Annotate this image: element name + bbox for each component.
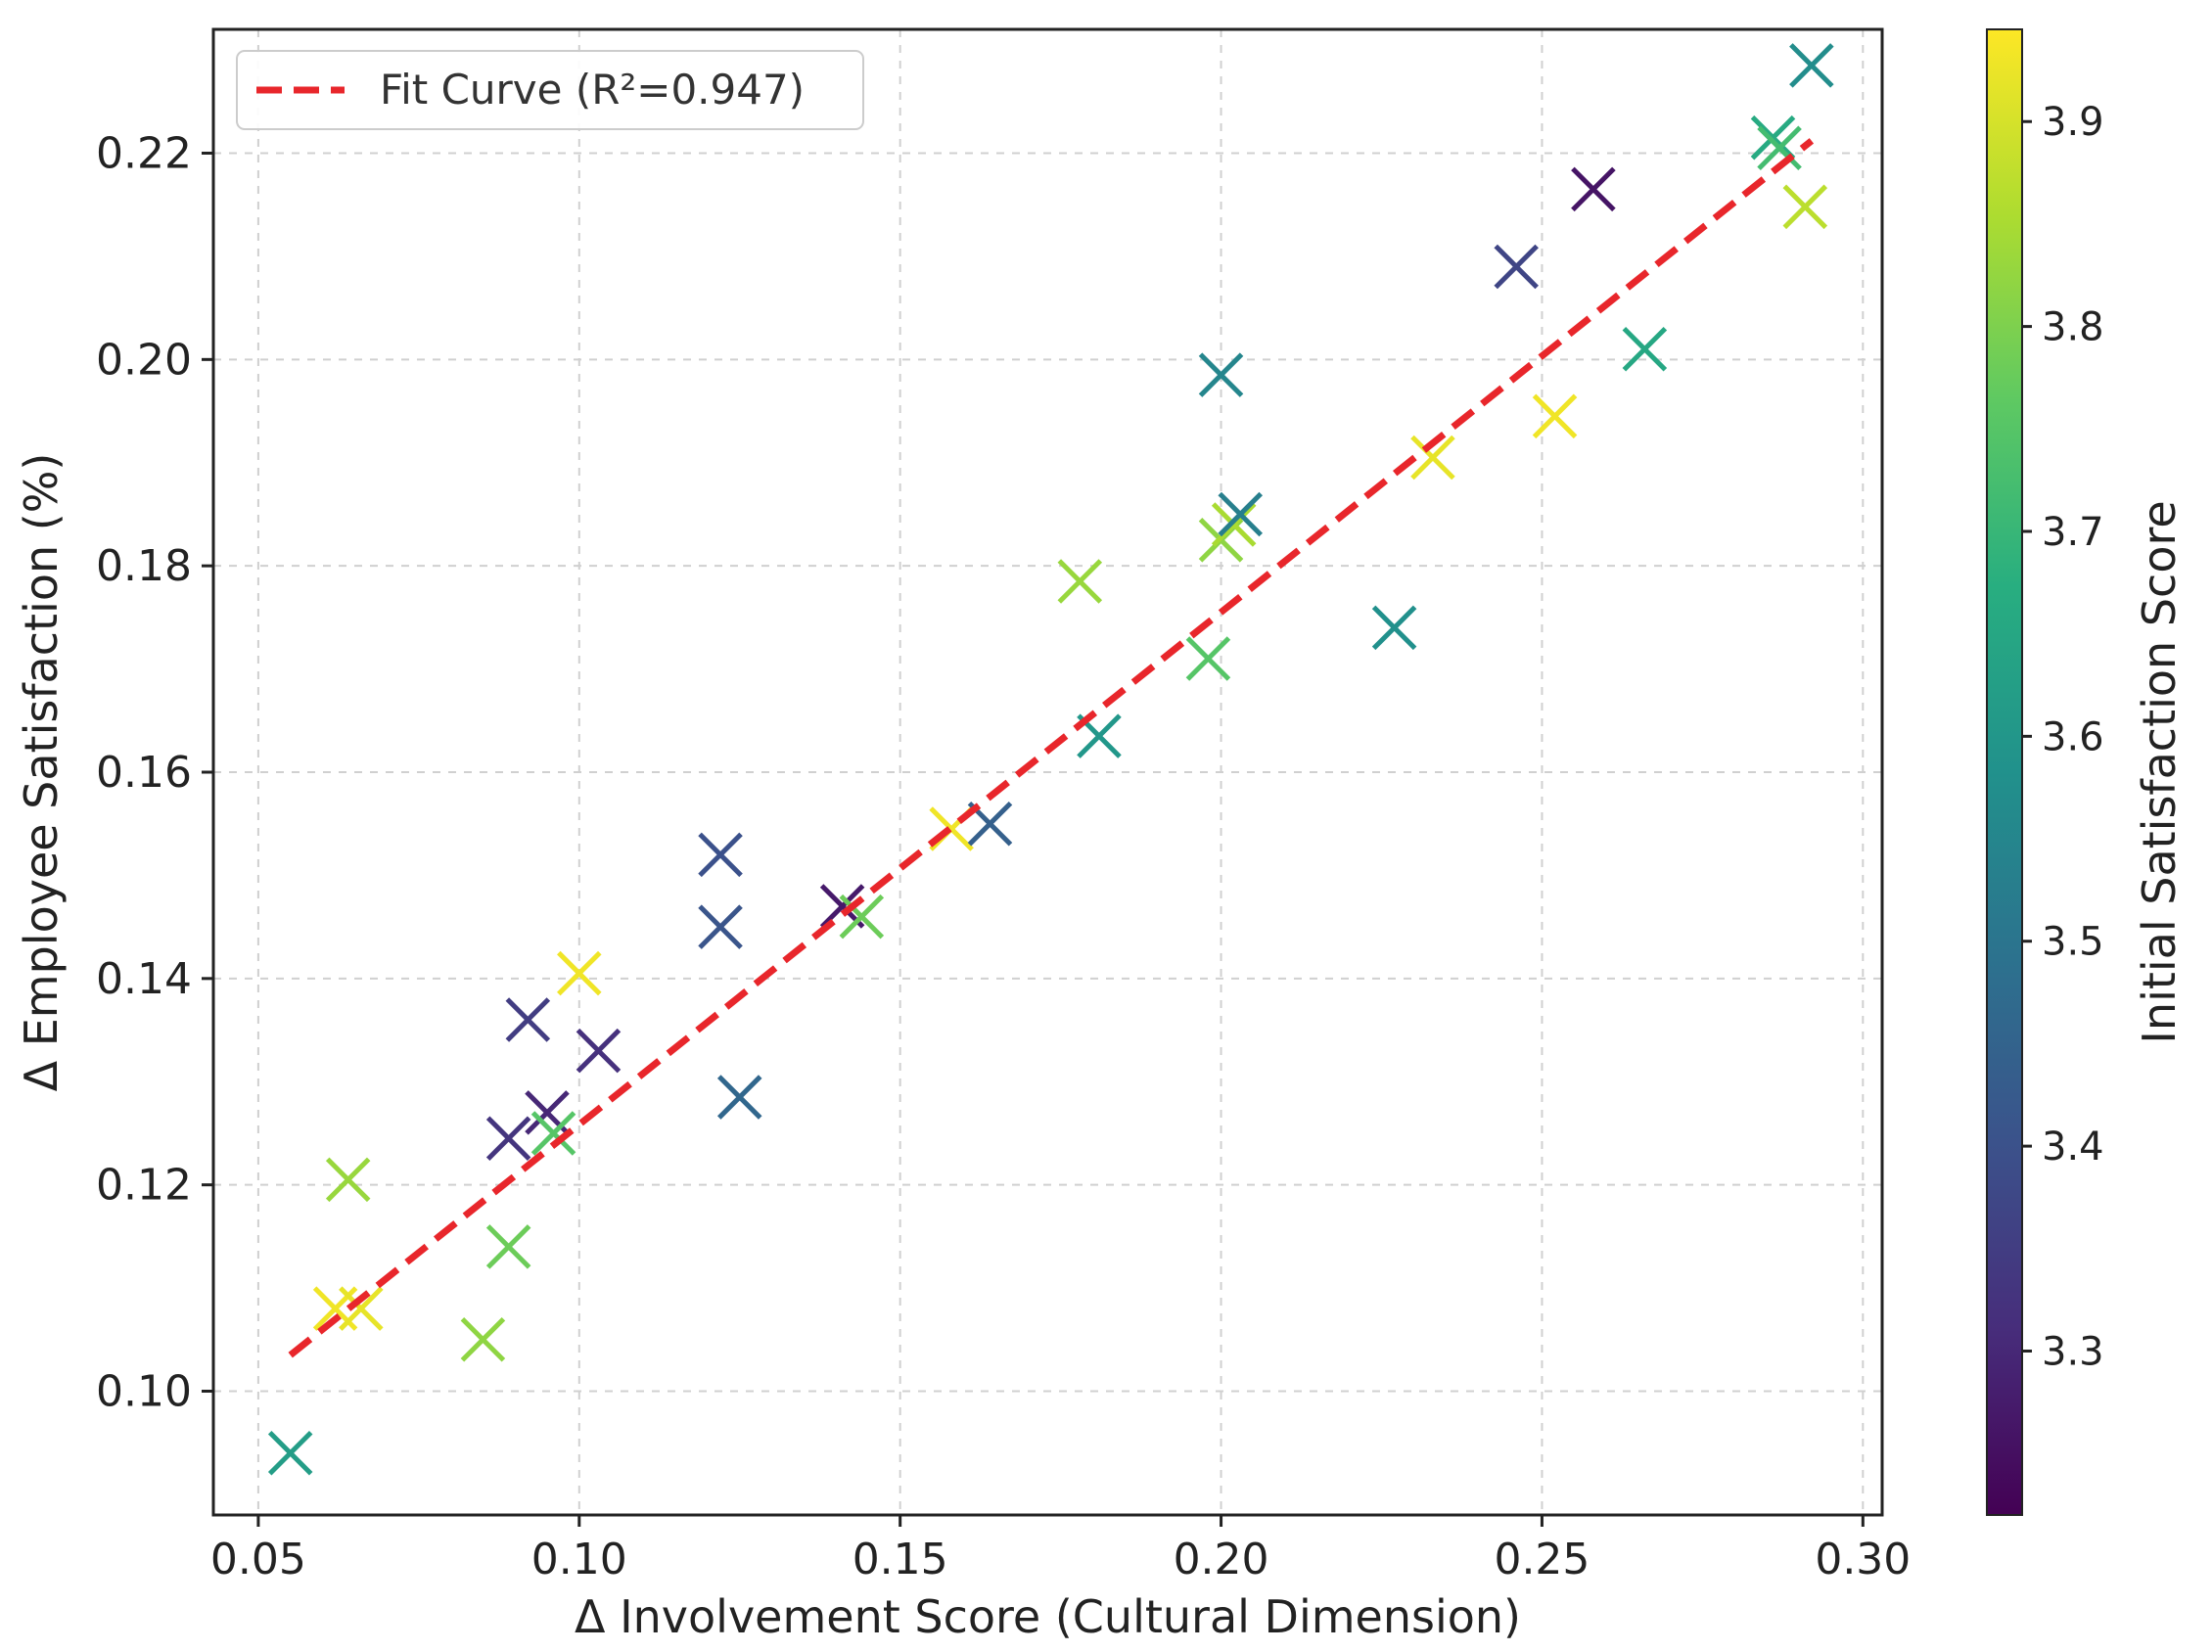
x-tick-label: 0.30: [1815, 1535, 1911, 1584]
colorbar-tick-label: 3.4: [2042, 1124, 2104, 1170]
data-point: [1185, 636, 1231, 681]
data-point: [716, 1075, 762, 1120]
data-point: [1757, 125, 1802, 170]
y-tick-label: 0.10: [96, 1367, 192, 1417]
colorbar-tick-label: 3.9: [2042, 100, 2104, 145]
colorbar-tick-label: 3.8: [2042, 305, 2104, 350]
y-tick-label: 0.20: [96, 335, 192, 385]
legend-box: [236, 50, 864, 130]
data-point: [839, 894, 885, 940]
data-point: [460, 1317, 506, 1362]
x-tick-label: 0.05: [210, 1535, 306, 1584]
legend-entry: Fit Curve (R²=0.947): [380, 66, 805, 114]
colorbar-tick-label: 3.6: [2042, 714, 2104, 759]
data-point: [339, 1286, 384, 1331]
data-point: [1622, 327, 1668, 372]
data-point: [1789, 43, 1834, 88]
y-tick-label: 0.16: [96, 748, 192, 798]
data-point: [698, 904, 743, 949]
data-point: [505, 997, 551, 1042]
data-point: [485, 1116, 531, 1161]
data-point: [530, 1111, 576, 1156]
y-axis-label: Δ Employee Satisfaction (%): [15, 453, 68, 1092]
x-tick-label: 0.25: [1494, 1535, 1590, 1584]
fit-curve-line: [288, 138, 1815, 1358]
data-point: [325, 1157, 371, 1203]
colorbar-tick-label: 3.5: [2042, 920, 2104, 965]
data-point: [1218, 491, 1263, 537]
colorbar-gradient: [1986, 28, 2023, 1516]
data-point: [1410, 435, 1455, 481]
data-point: [1211, 502, 1257, 547]
x-axis-label: Δ Involvement Score (Cultural Dimension): [575, 1590, 1521, 1643]
data-points: [267, 43, 1834, 1476]
data-point: [1532, 393, 1578, 439]
grid-lines: [213, 29, 1882, 1515]
data-point: [576, 1028, 622, 1074]
data-point: [485, 1224, 531, 1269]
data-point: [698, 832, 743, 878]
data-point: [557, 950, 602, 996]
data-point: [267, 1430, 313, 1476]
data-point: [1371, 605, 1417, 651]
data-point: [1571, 166, 1616, 212]
colorbar-label: Initial Satisfaction Score: [2133, 500, 2186, 1043]
data-point: [1198, 352, 1244, 397]
y-tick-label: 0.18: [96, 541, 192, 591]
y-tick-label: 0.22: [96, 129, 192, 179]
data-point: [1494, 244, 1539, 290]
colorbar: 3.3 3.4 3.5 3.6 3.7 3.8 3.9: [1986, 28, 2104, 1516]
legend: Fit Curve (R²=0.947): [236, 50, 864, 130]
x-tick-label: 0.15: [853, 1535, 948, 1584]
data-point: [1782, 184, 1828, 230]
axes: 0.05 0.10 0.15 0.20 0.25 0.30 0.10 0.12 0.14 0.16…: [96, 27, 1911, 1584]
colorbar-tick-label: 3.3: [2042, 1329, 2104, 1374]
y-tick-label: 0.14: [96, 954, 192, 1004]
x-tick-label: 0.20: [1174, 1535, 1269, 1584]
data-point: [1057, 559, 1103, 604]
fit-curve-layer: [288, 138, 1815, 1358]
y-tick-label: 0.12: [96, 1161, 192, 1211]
colorbar-tick-label: 3.7: [2042, 510, 2104, 555]
x-tick-label: 0.10: [531, 1535, 627, 1584]
data-point: [1750, 115, 1796, 161]
